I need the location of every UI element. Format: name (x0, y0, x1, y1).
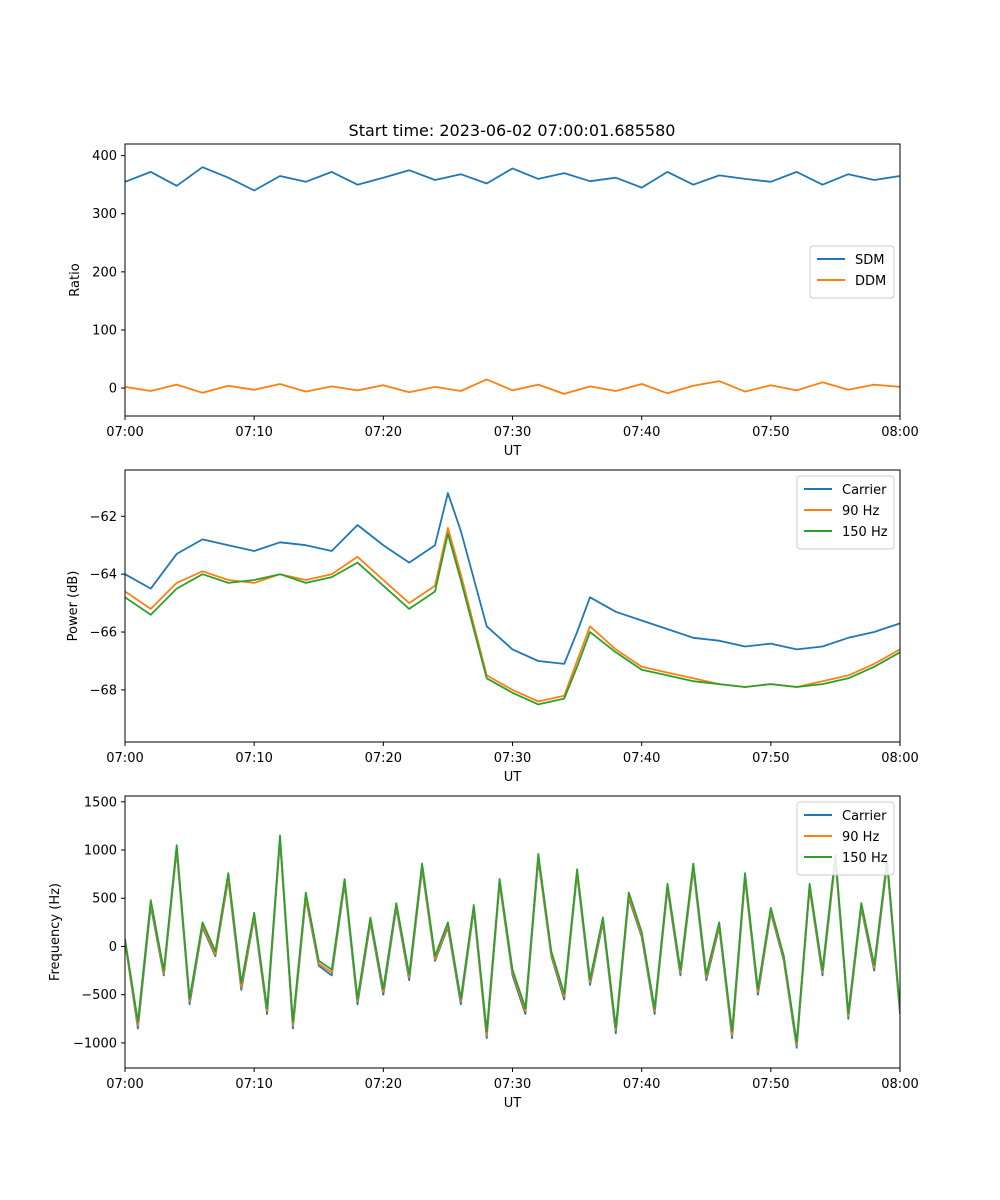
y-tick-label: 500 (92, 892, 117, 907)
x-tick-label: 07:50 (752, 425, 789, 440)
series-line-150-hz (125, 532, 900, 706)
y-tick-label: −1000 (73, 1036, 117, 1051)
x-tick-label: 07:30 (494, 425, 531, 440)
x-tick-label: 07:40 (623, 425, 660, 440)
x-axis-label: UT (504, 444, 522, 459)
x-tick-label: 07:20 (365, 1077, 402, 1092)
y-tick-label: 1000 (84, 844, 117, 859)
series-line-carrier (125, 492, 900, 665)
axes-frame (124, 795, 901, 1069)
y-axis-label: Ratio (68, 263, 83, 296)
series-line-carrier (125, 839, 900, 1049)
y-tick-label: 400 (92, 149, 117, 164)
x-tick-label: 08:00 (881, 751, 918, 766)
legend-label: 150 Hz (842, 525, 888, 540)
x-tick-label: 07:20 (365, 751, 402, 766)
y-tick-label: 100 (92, 323, 117, 338)
x-tick-label: 07:50 (752, 751, 789, 766)
y-tick-label: −64 (90, 568, 117, 583)
x-tick-label: 07:10 (235, 1077, 272, 1092)
series-line-ddm (125, 378, 900, 395)
series-group (125, 166, 900, 395)
x-tick-label: 07:50 (752, 1077, 789, 1092)
series-line-sdm (125, 166, 900, 192)
legend-label: Carrier (842, 483, 887, 498)
legend: SDM DDM (809, 245, 895, 299)
x-tick-label: 07:00 (106, 1077, 143, 1092)
panel-2: 07:00 07:10 07:20 07:30 07:40 07:50 08:00 −62 −6… (66, 469, 919, 785)
axes-frame (124, 469, 901, 743)
legend-label: 150 Hz (842, 851, 888, 866)
x-tick-label: 07:40 (623, 751, 660, 766)
x-tick-label: 08:00 (881, 425, 918, 440)
legend-label: 90 Hz (842, 504, 879, 519)
y-tick-label: 0 (109, 940, 117, 955)
x-tick-label: 07:30 (494, 751, 531, 766)
series-line-90-hz (125, 527, 900, 703)
figure-title: Start time: 2023-06-02 07:00:01.685580 (349, 121, 676, 140)
y-tick-label: 1500 (84, 795, 117, 810)
x-tick-label: 07:30 (494, 1077, 531, 1092)
y-tick-label: −68 (90, 683, 117, 698)
panel-3: 07:00 07:10 07:20 07:30 07:40 07:50 08:00 −1000… (48, 795, 919, 1111)
series-group (125, 834, 900, 1049)
y-axis-label: Power (dB) (66, 571, 81, 642)
x-tick-label: 08:00 (881, 1077, 918, 1092)
legend-label: SDM (855, 253, 884, 268)
series-line-90-hz (125, 837, 900, 1046)
x-tick-label: 07:10 (235, 751, 272, 766)
x-axis-label: UT (504, 770, 522, 785)
x-tick-label: 07:20 (365, 425, 402, 440)
y-tick-label: −500 (81, 988, 117, 1003)
legend-label: 90 Hz (842, 830, 879, 845)
series-group (125, 492, 900, 706)
y-tick-label: −62 (90, 510, 117, 525)
x-tick-label: 07:40 (623, 1077, 660, 1092)
x-tick-label: 07:00 (106, 425, 143, 440)
x-axis-label: UT (504, 1096, 522, 1111)
x-tick-label: 07:10 (235, 425, 272, 440)
series-line-150-hz (125, 834, 900, 1043)
panel-1: 07:00 07:10 07:20 07:30 07:40 07:50 08:00 0 100 2… (68, 143, 919, 459)
legend-label: Carrier (842, 809, 887, 824)
legend-label: DDM (855, 274, 886, 289)
legend: Carrier 90 Hz 150 Hz (796, 801, 895, 876)
y-tick-label: 0 (109, 382, 117, 397)
legend: Carrier 90 Hz 150 Hz (796, 475, 895, 550)
x-tick-label: 07:00 (106, 751, 143, 766)
y-tick-label: 300 (92, 207, 117, 222)
y-axis-label: Frequency (Hz) (48, 883, 63, 981)
y-tick-label: −66 (90, 626, 117, 641)
y-tick-label: 200 (92, 265, 117, 280)
